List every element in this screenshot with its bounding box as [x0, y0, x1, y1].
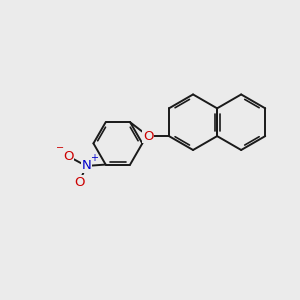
Text: N: N: [81, 160, 91, 172]
Text: O: O: [63, 150, 74, 163]
Text: +: +: [90, 153, 98, 163]
Text: O: O: [143, 130, 153, 142]
Text: O: O: [74, 176, 85, 189]
Text: −: −: [56, 143, 64, 154]
